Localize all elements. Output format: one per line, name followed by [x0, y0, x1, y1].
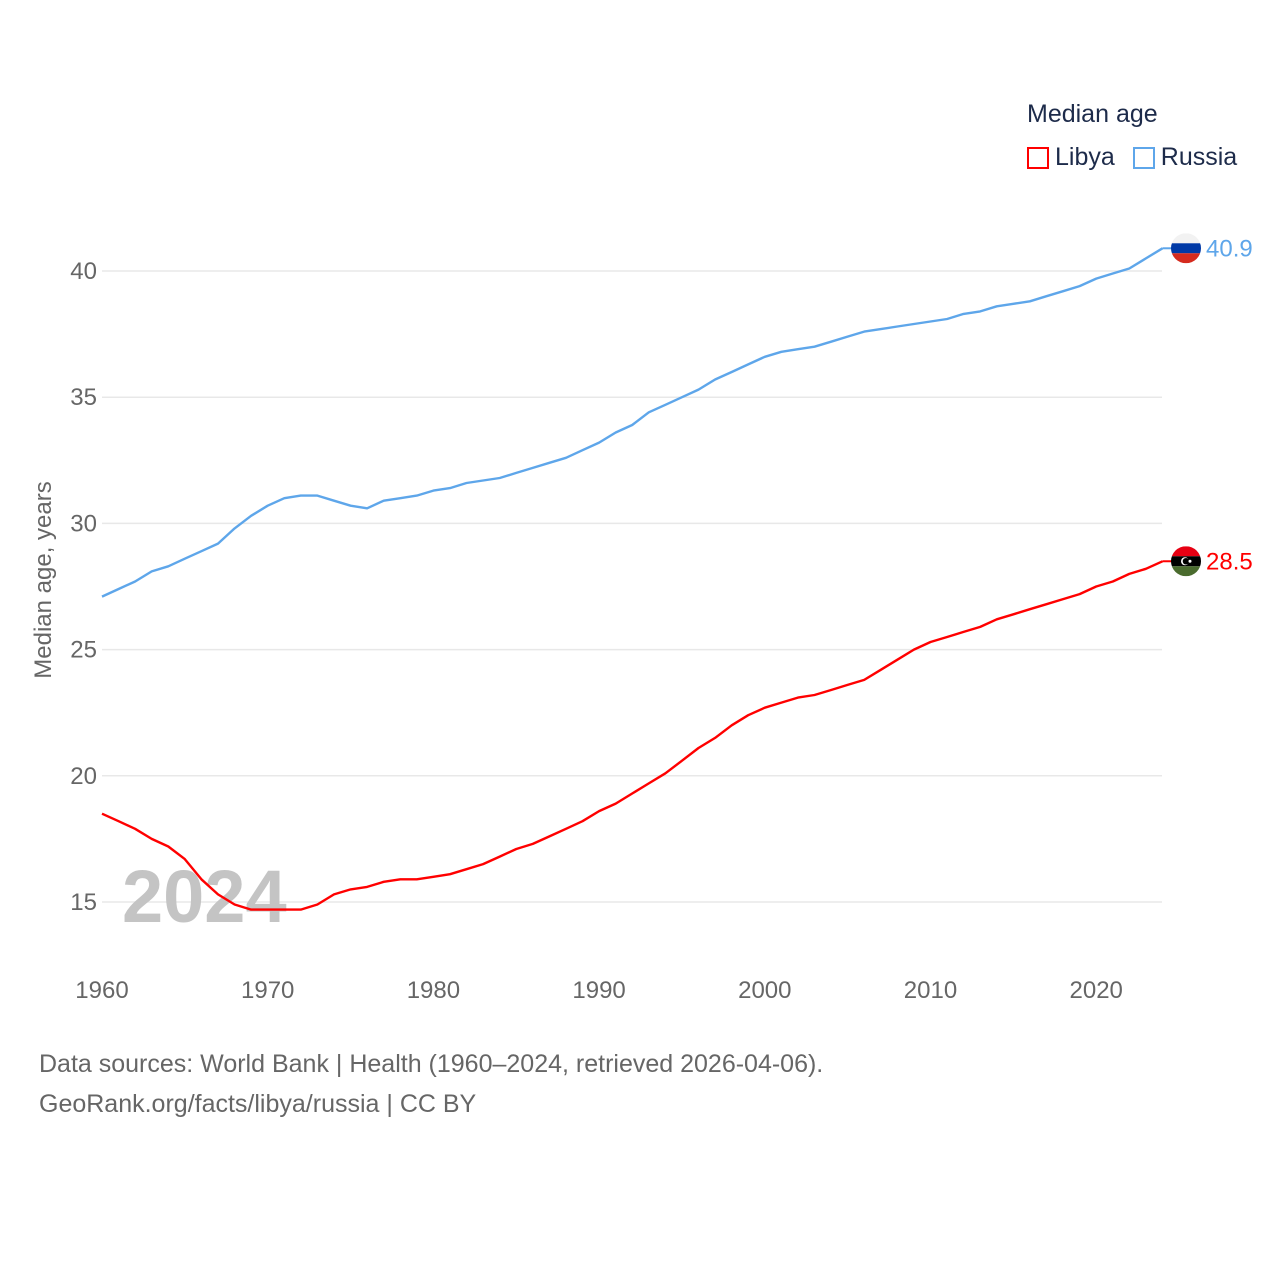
y-tick-label: 30 — [70, 510, 97, 537]
flag-band — [1171, 233, 1201, 244]
flag-band — [1171, 243, 1201, 254]
series-line-russia — [101, 247, 1164, 598]
y-axis-ticks: 15 20 25 30 35 40 — [70, 258, 97, 916]
y-tick-label: 40 — [70, 258, 97, 285]
crescent-cut — [1182, 557, 1190, 565]
x-tick-label: 1970 — [241, 977, 294, 1004]
source-link[interactable]: GeoRank.org/facts/libya/russia | CC BY — [39, 1090, 477, 1118]
footer: Data sources: World Bank | Health (1960–… — [39, 1044, 823, 1124]
gridlines — [102, 270, 1162, 903]
x-tick-label: 1980 — [407, 977, 460, 1004]
flag-band — [1171, 546, 1201, 557]
y-tick-label: 15 — [70, 889, 97, 916]
y-tick-label: 25 — [70, 637, 97, 664]
legend-label-libya: Libya — [1055, 143, 1115, 171]
flag-band — [1171, 566, 1201, 577]
legend-swatch-libya — [1027, 146, 1049, 169]
legend-label-russia: Russia — [1160, 143, 1238, 171]
x-axis-ticks: 1960 1970 1980 1990 2000 2010 2020 — [75, 977, 1123, 1004]
series-lines: 28.5 40.9 — [101, 233, 1253, 911]
star — [1188, 559, 1192, 563]
x-tick-label: 1960 — [75, 977, 128, 1004]
x-tick-label: 1990 — [572, 977, 625, 1004]
legend-title: Median age — [1027, 100, 1158, 128]
y-axis-label: Median age, years — [30, 481, 57, 678]
data-source-text: Data sources: World Bank | Health (1960–… — [39, 1050, 824, 1078]
end-value-label-russia: 40.9 — [1206, 235, 1253, 262]
series-line-libya — [101, 560, 1163, 911]
legend-item-russia[interactable]: Russia — [1132, 143, 1238, 172]
legend-item-libya[interactable]: Libya — [1027, 143, 1115, 172]
legend: Libya Russia — [1027, 143, 1255, 172]
y-tick-label: 20 — [70, 763, 97, 790]
libya-flag-icon — [1171, 546, 1201, 577]
flag-band — [1171, 253, 1201, 264]
end-value-label-libya: 28.5 — [1206, 548, 1253, 575]
russia-flag-icon — [1171, 233, 1201, 264]
legend-swatch-russia — [1132, 146, 1155, 169]
y-tick-label: 35 — [70, 384, 97, 411]
watermark-year: 2024 — [122, 855, 287, 938]
x-tick-label: 2000 — [738, 977, 791, 1004]
x-tick-label: 2010 — [904, 977, 957, 1004]
x-tick-label: 2020 — [1070, 977, 1123, 1004]
